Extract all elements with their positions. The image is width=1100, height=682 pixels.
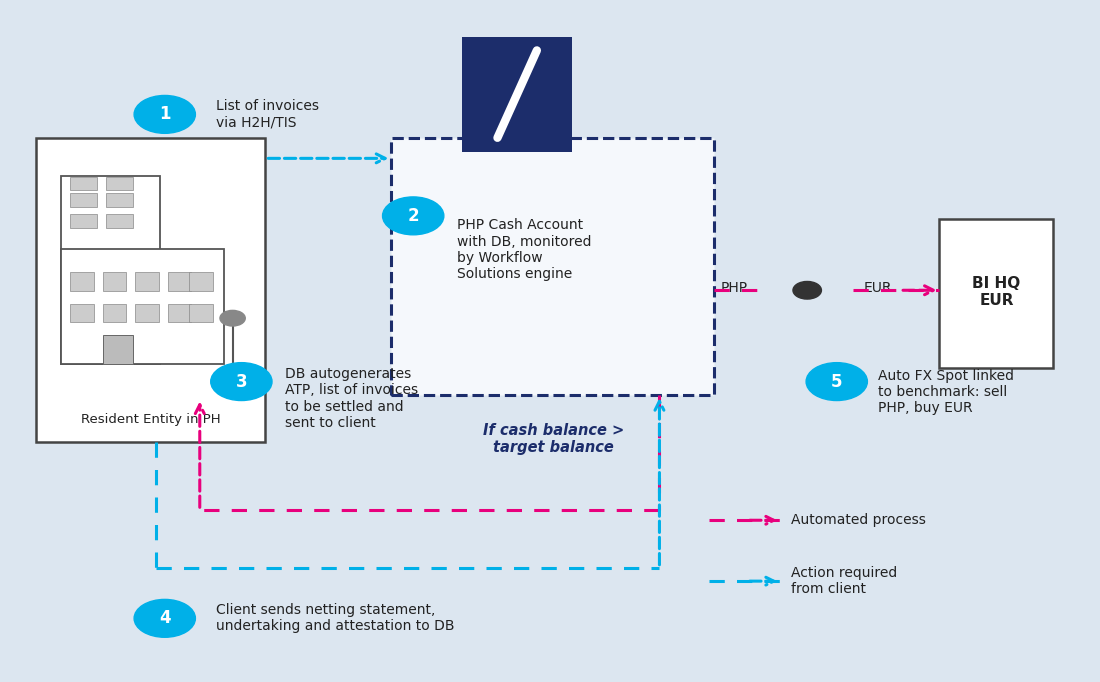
FancyBboxPatch shape xyxy=(102,335,133,364)
FancyBboxPatch shape xyxy=(135,303,158,323)
Circle shape xyxy=(220,310,245,326)
Circle shape xyxy=(211,363,272,400)
Circle shape xyxy=(134,95,196,134)
FancyBboxPatch shape xyxy=(70,177,97,190)
FancyBboxPatch shape xyxy=(70,272,94,291)
Text: Auto FX Spot linked
to benchmark: sell
PHP, buy EUR: Auto FX Spot linked to benchmark: sell P… xyxy=(878,368,1014,415)
Text: 3: 3 xyxy=(235,372,248,391)
Text: BI HQ
EUR: BI HQ EUR xyxy=(972,276,1021,308)
FancyBboxPatch shape xyxy=(70,303,94,323)
FancyBboxPatch shape xyxy=(167,303,191,323)
Circle shape xyxy=(383,197,443,235)
FancyBboxPatch shape xyxy=(135,272,158,291)
Text: PHP Cash Account
with DB, monitored
by Workflow
Solutions engine: PHP Cash Account with DB, monitored by W… xyxy=(456,218,592,281)
FancyBboxPatch shape xyxy=(189,272,212,291)
FancyBboxPatch shape xyxy=(938,219,1054,368)
Text: 5: 5 xyxy=(830,372,843,391)
Circle shape xyxy=(793,282,822,299)
Circle shape xyxy=(806,363,868,400)
FancyBboxPatch shape xyxy=(102,303,126,323)
Text: 1: 1 xyxy=(160,106,170,123)
Text: If cash balance >
target balance: If cash balance > target balance xyxy=(483,423,624,456)
FancyBboxPatch shape xyxy=(102,272,126,291)
FancyBboxPatch shape xyxy=(462,37,572,151)
FancyBboxPatch shape xyxy=(107,177,133,190)
Text: 4: 4 xyxy=(158,609,170,627)
FancyBboxPatch shape xyxy=(62,175,161,364)
Text: DB autogenerates
ATP, list of invoices
to be settled and
sent to client: DB autogenerates ATP, list of invoices t… xyxy=(285,367,418,430)
Text: Client sends netting statement,
undertaking and attestation to DB: Client sends netting statement, undertak… xyxy=(217,604,454,634)
FancyBboxPatch shape xyxy=(189,303,212,323)
Text: Action required
from client: Action required from client xyxy=(791,566,896,596)
FancyBboxPatch shape xyxy=(107,194,133,207)
FancyBboxPatch shape xyxy=(392,138,714,395)
Text: 2: 2 xyxy=(407,207,419,225)
FancyBboxPatch shape xyxy=(70,194,97,207)
FancyBboxPatch shape xyxy=(62,249,223,364)
Circle shape xyxy=(134,599,196,637)
Text: Resident Entity in PH: Resident Entity in PH xyxy=(80,413,220,426)
Text: PHP: PHP xyxy=(720,281,747,295)
FancyBboxPatch shape xyxy=(167,272,191,291)
Text: List of invoices
via H2H/TIS: List of invoices via H2H/TIS xyxy=(217,100,319,130)
Text: Automated process: Automated process xyxy=(791,514,926,527)
FancyBboxPatch shape xyxy=(70,214,97,228)
FancyBboxPatch shape xyxy=(107,214,133,228)
Text: EUR: EUR xyxy=(865,281,892,295)
FancyBboxPatch shape xyxy=(35,138,265,443)
